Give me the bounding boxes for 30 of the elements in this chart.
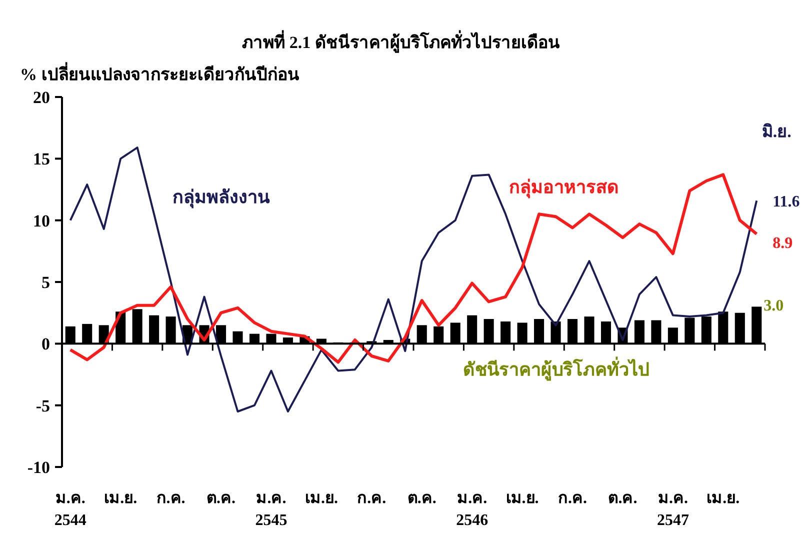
x-tick-label: ต.ค. [608,490,638,507]
y-tick-label: 5 [42,273,50,292]
data-label: 8.9 [772,234,793,252]
x-tick-label: ก.ค. [156,490,186,507]
x-tick-label: ต.ค. [407,490,436,507]
annotation: มิ.ย. [762,122,792,141]
x-tick-label: เม.ย. [506,490,539,507]
series-label: กลุ่มอาหารสด [509,177,620,200]
x-tick-label: ก.ค. [357,490,386,507]
chart-title: ภาพที่ 2.1 ดัชนีราคาผู้บริโภคทั่วไปรายเดือน [242,30,560,54]
x-tick-label: ก.ค. [558,490,588,507]
y-axis-title: % เปลี่ยนแปลงจากระยะเดียวกันปีก่อน [20,62,300,84]
y-tick-label: -5 [36,396,50,416]
x-tick-label: ม.ค. 2545 [255,490,288,529]
legend-label: ดัชนีราคาผู้บริโภคทั่วไป [462,356,649,382]
y-tick-label: -10 [27,458,50,477]
x-tick-label: ม.ค. 2546 [456,490,488,529]
x-tick-label: เม.ย. [304,490,338,507]
y-tick-label: 20 [33,88,50,107]
x-tick-label: เม.ย. [706,490,740,507]
data-label: 11.6 [772,194,800,211]
y-tick-label: 15 [33,150,50,169]
series-label: กลุ่มพลังงาน [172,187,271,210]
x-tick-label: ต.ค. [206,490,236,507]
x-tick-label: ม.ค. 2547 [656,490,689,529]
x-tick-label: เม.ย. [104,490,138,507]
x-tick-label: ม.ค. 2544 [54,490,86,529]
y-tick-label: 0 [42,334,50,354]
data-label: 3.0 [764,298,784,315]
y-tick-label: 10 [33,211,50,230]
